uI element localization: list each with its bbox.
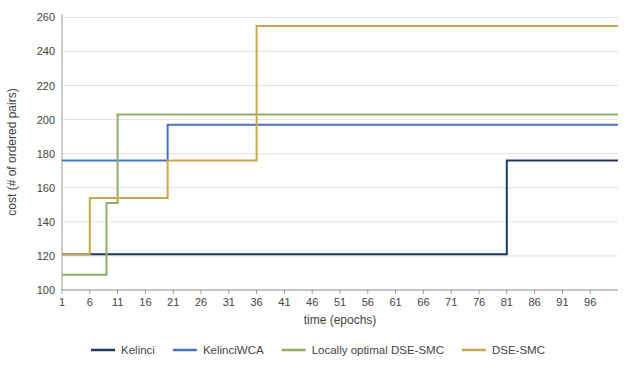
tick-mark: [89, 290, 90, 294]
tick-mark: [256, 290, 257, 294]
tick-label: 1: [59, 296, 65, 308]
tick-label: 6: [87, 296, 93, 308]
tick-label: 260: [37, 11, 55, 23]
tick-mark: [367, 290, 368, 294]
grid-line: [62, 153, 618, 154]
tick-mark: [117, 290, 118, 294]
tick-mark: [340, 290, 341, 294]
tick-mark: [534, 290, 535, 294]
tick-label: 220: [37, 80, 55, 92]
grid-line: [62, 119, 618, 120]
tick-mark: [284, 290, 285, 294]
tick-label: 41: [278, 296, 290, 308]
chart: 1001201401601802002202402601611162126313…: [0, 0, 636, 374]
tick-mark: [506, 290, 507, 294]
x-axis-label: time (epochs): [304, 313, 377, 327]
plot-area: [62, 26, 618, 275]
tick-label: 66: [417, 296, 429, 308]
legend: Kelinci KelinciWCA Locally optimal DSE-SMC…: [91, 344, 545, 356]
tick-label: 46: [306, 296, 318, 308]
y-axis-label: cost (# of ordered pairs): [5, 88, 19, 215]
tick-label: 160: [37, 182, 55, 194]
tick-mark: [451, 290, 452, 294]
grid-line: [62, 17, 618, 18]
tick-label: 31: [223, 296, 235, 308]
tick-mark: [173, 290, 174, 294]
legend-item: Locally optimal DSE-SMC: [282, 344, 444, 356]
tick-mark: [145, 290, 146, 294]
tick-label: 71: [445, 296, 457, 308]
tick-label: 96: [584, 296, 596, 308]
legend-label: DSE-SMC: [492, 344, 545, 356]
grid-line: [62, 255, 618, 256]
grid-line: [62, 221, 618, 222]
legend-label: Kelinci: [121, 344, 155, 356]
tick-mark: [562, 290, 563, 294]
grid-line: [62, 187, 618, 188]
tick-label: 51: [334, 296, 346, 308]
tick-label: 16: [139, 296, 151, 308]
series-line: [62, 125, 618, 161]
tick-label: 91: [556, 296, 568, 308]
tick-label: 81: [501, 296, 513, 308]
legend-swatch: [173, 349, 197, 352]
legend-label: KelinciWCA: [203, 344, 264, 356]
tick-mark: [201, 290, 202, 294]
legend-label: Locally optimal DSE-SMC: [312, 344, 444, 356]
legend-item: Kelinci: [91, 344, 155, 356]
tick-mark: [312, 290, 313, 294]
tick-label: 11: [112, 296, 123, 308]
tick-mark: [228, 290, 229, 294]
tick-label: 100: [37, 284, 55, 296]
tick-label: 200: [37, 114, 55, 126]
grid-line: [62, 85, 618, 86]
tick-label: 86: [528, 296, 540, 308]
series-line: [62, 115, 618, 275]
tick-label: 26: [195, 296, 207, 308]
background: [0, 0, 636, 374]
tick-label: 61: [389, 296, 401, 308]
grid-line: [62, 51, 618, 52]
tick-mark: [590, 290, 591, 294]
tick-label: 240: [37, 45, 55, 57]
tick-label: 36: [250, 296, 262, 308]
tick-label: 21: [167, 296, 179, 308]
legend-swatch: [462, 349, 486, 352]
legend-item: KelinciWCA: [173, 344, 264, 356]
tick-label: 140: [37, 216, 55, 228]
series-line: [62, 26, 618, 254]
series-line: [62, 161, 618, 255]
tick-mark: [479, 290, 480, 294]
tick-label: 120: [37, 250, 55, 262]
y-axis-line: [62, 14, 63, 290]
legend-swatch: [91, 349, 115, 352]
tick-mark: [423, 290, 424, 294]
legend-swatch: [282, 349, 306, 352]
tick-mark: [395, 290, 396, 294]
legend-item: DSE-SMC: [462, 344, 545, 356]
grid-line: [62, 290, 618, 291]
tick-label: 180: [37, 148, 55, 160]
tick-label: 76: [473, 296, 485, 308]
x-axis-line: [62, 290, 618, 291]
tick-mark: [62, 290, 63, 294]
tick-label: 56: [362, 296, 374, 308]
